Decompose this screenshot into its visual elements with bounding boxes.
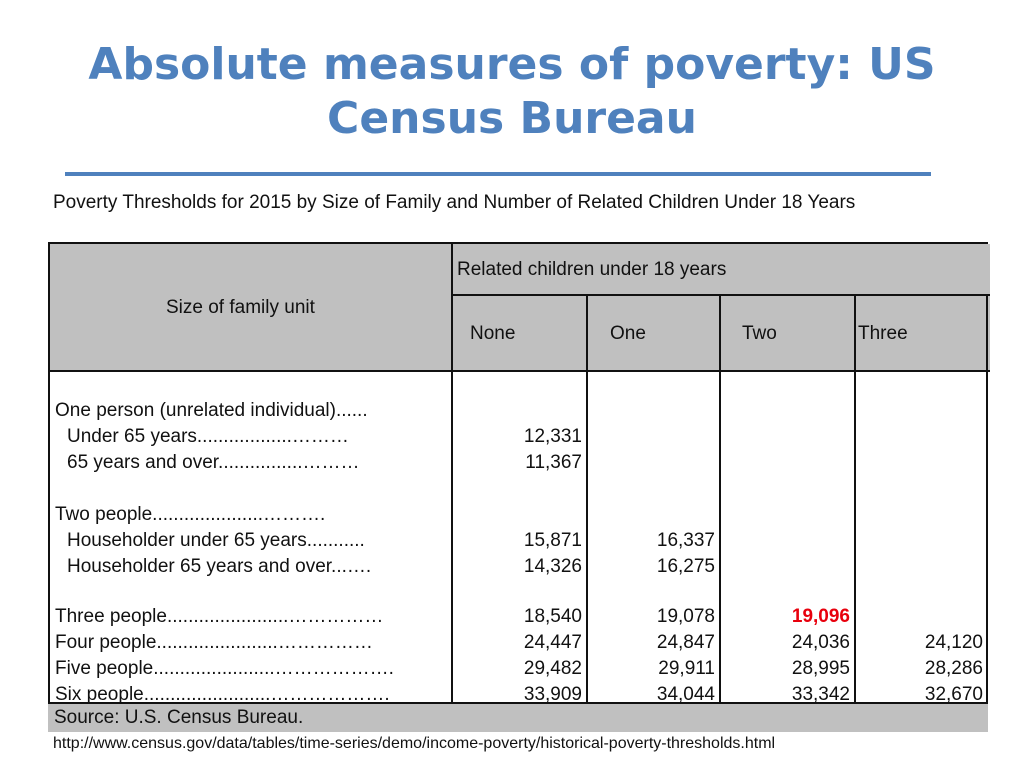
row-label: Six people........................…………………	[55, 684, 390, 705]
row-value-one: 29,911	[658, 658, 715, 679]
row-value-none: 18,540	[523, 606, 582, 627]
row-value-two: 28,995	[791, 658, 850, 679]
column-header-none: None	[470, 323, 516, 344]
row-value-two: 19,096	[791, 606, 850, 627]
column-divider-none	[586, 294, 588, 704]
source-url[interactable]: http://www.census.gov/data/tables/time-s…	[53, 735, 776, 752]
column-divider-three	[986, 294, 988, 704]
table-row: Under 65 years..................……… 12,33…	[50, 424, 990, 450]
row-label: Four people.......................……………	[55, 632, 373, 653]
row-value-three: 24,120	[924, 632, 983, 653]
row-value-three: 28,286	[924, 658, 983, 679]
table-row: 65 years and over................……… 11,3…	[50, 450, 990, 476]
row-label: Two people.....................……….	[55, 504, 326, 525]
row-label: Under 65 years..................………	[67, 426, 349, 447]
row-value-one: 16,337	[656, 530, 715, 551]
size-of-family-header: Size of family unit	[166, 297, 315, 318]
row-value-one: 16,275	[656, 556, 715, 577]
row-value-none: 24,447	[523, 632, 582, 653]
row-value-three: 32,670	[924, 684, 983, 705]
row-label: 65 years and over................………	[67, 452, 360, 473]
row-label: One person (unrelated individual)......	[55, 400, 368, 421]
row-value-none: 15,871	[523, 530, 582, 551]
row-value-none: 12,331	[523, 426, 582, 447]
row-label: Three people.......................……………	[55, 606, 384, 627]
table-caption: Poverty Thresholds for 2015 by Size of F…	[53, 192, 856, 213]
table-row	[50, 580, 990, 606]
table-row: Householder 65 years and over...…. 14,326…	[50, 554, 990, 580]
source-note: Source: U.S. Census Bureau.	[48, 704, 988, 732]
table-header	[50, 244, 990, 372]
row-value-one: 24,847	[656, 632, 715, 653]
column-divider-label	[451, 244, 453, 704]
row-label: Householder under 65 years...........	[67, 530, 365, 551]
row-value-none: 33,909	[523, 684, 582, 705]
table-row: Householder under 65 years........... 15,…	[50, 528, 990, 554]
table-row	[50, 476, 990, 502]
row-value-one: 19,078	[656, 606, 715, 627]
row-value-two: 33,342	[791, 684, 850, 705]
table-row: Two people.....................……….	[50, 502, 990, 528]
table-row: Five people.......................…………………	[50, 656, 990, 682]
column-divider-one	[719, 294, 721, 704]
column-header-one: One	[610, 323, 646, 344]
table-row: One person (unrelated individual)......	[50, 398, 990, 424]
header-group-divider	[453, 294, 990, 296]
row-label: Five people.......................…………………	[55, 658, 394, 679]
row-value-none: 11,367	[525, 452, 582, 473]
column-header-two: Two	[742, 323, 777, 344]
slide-title: Absolute measures of poverty: US Census …	[88, 39, 936, 144]
table-row: Four people.......................…………… 2…	[50, 630, 990, 656]
title-divider	[65, 172, 931, 176]
row-value-none: 14,326	[523, 556, 582, 577]
table-row: Three people.......................………………	[50, 604, 990, 630]
row-label: Householder 65 years and over...….	[67, 556, 372, 577]
related-children-header: Related children under 18 years	[457, 259, 727, 280]
column-divider-two	[854, 294, 856, 704]
poverty-thresholds-table: Size of family unit Related children und…	[48, 242, 990, 705]
row-value-two: 24,036	[791, 632, 850, 653]
column-header-three: Three	[858, 323, 908, 344]
row-value-one: 34,044	[656, 684, 715, 705]
row-value-none: 29,482	[523, 658, 582, 679]
table-row: Six people........................…………………	[50, 682, 990, 708]
